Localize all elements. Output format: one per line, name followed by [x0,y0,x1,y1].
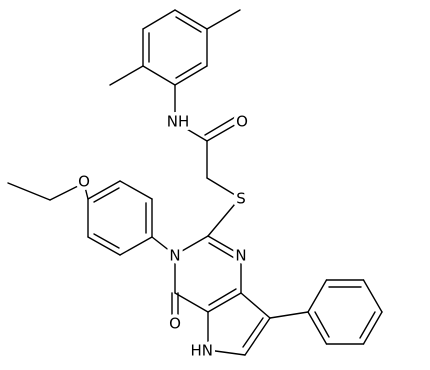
bond [119,236,153,256]
bond [208,288,237,306]
bond [359,311,376,339]
bond [307,311,328,345]
bond [93,233,120,249]
bond [175,16,202,33]
bond [93,187,120,203]
bond [207,292,242,313]
atom-label: O [169,315,181,333]
bond [174,65,208,86]
bond [362,311,383,345]
bond [83,182,89,200]
atom-labels: NH O S O N N O HN [75,109,252,363]
bond [175,62,202,79]
bond [269,311,309,319]
atom-label: S [236,190,246,208]
bond [307,279,328,313]
bond [207,349,246,356]
bond [362,279,383,313]
atom-label: NH [167,113,190,131]
bond [87,236,121,256]
bond [174,292,209,313]
bond [151,236,176,256]
bond [109,65,144,86]
bond [240,292,271,319]
bond [207,235,242,256]
atom-label: O [236,113,248,131]
atom-label: N [235,247,246,265]
bond [142,9,176,30]
bond [207,197,241,237]
atom-label: HN [191,342,214,360]
bond [206,121,241,142]
bond [204,115,238,136]
bonds [7,9,383,356]
bond [119,180,153,200]
bond [174,121,208,142]
bond [87,180,121,200]
bond [244,317,271,356]
bond [174,235,209,256]
atom-label: N [169,247,180,265]
atom-label: O [78,173,90,191]
bond [174,9,208,30]
bond [49,182,85,201]
bond [206,177,241,199]
bond [314,311,330,338]
bond [208,242,237,260]
bond [7,182,51,201]
bond [206,9,241,30]
bond [242,317,264,348]
bond [142,65,176,86]
